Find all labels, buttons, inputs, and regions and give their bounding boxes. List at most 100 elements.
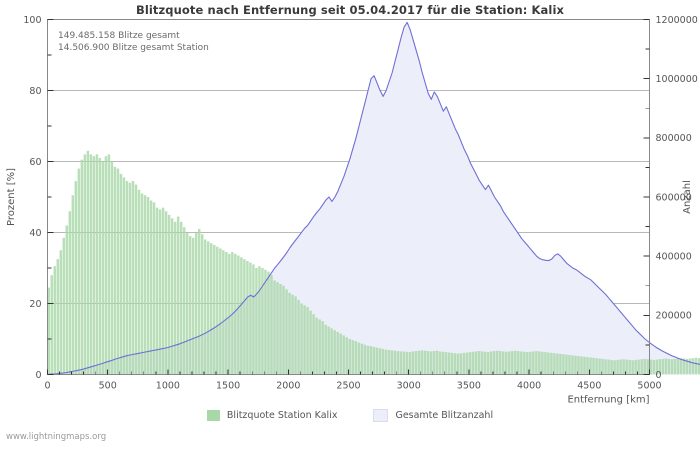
- bar: [336, 331, 339, 375]
- legend-swatch-gesamt: [373, 409, 389, 422]
- bar: [399, 351, 403, 375]
- bar: [291, 294, 294, 375]
- bar: [586, 357, 589, 375]
- bar: [92, 156, 96, 375]
- bar: [520, 351, 523, 375]
- bar: [210, 243, 213, 375]
- bar: [553, 353, 556, 375]
- bar: [405, 351, 409, 375]
- bar: [550, 352, 553, 375]
- bar: [574, 355, 577, 375]
- bar: [113, 166, 117, 375]
- bar: [288, 292, 291, 375]
- bar: [219, 248, 222, 375]
- bar: [634, 359, 637, 375]
- bar: [646, 359, 649, 375]
- bar: [270, 275, 273, 375]
- bar: [228, 253, 231, 375]
- bar: [691, 358, 695, 375]
- x-tick-label: 500: [99, 381, 117, 392]
- bar: [279, 283, 282, 375]
- bar: [661, 358, 664, 375]
- bar: [53, 266, 56, 375]
- bar: [65, 225, 69, 375]
- legend-item-gesamt[interactable]: Gesamte Blitzanzahl: [373, 409, 493, 422]
- bar: [523, 351, 526, 375]
- bar: [95, 154, 99, 375]
- bar: [354, 341, 357, 375]
- bar: [447, 352, 451, 375]
- bar: [134, 184, 138, 375]
- bar: [514, 350, 517, 375]
- x-tick-label: 5000: [637, 381, 661, 392]
- bar: [538, 351, 541, 375]
- bar: [565, 354, 568, 375]
- bar: [532, 351, 535, 375]
- bar: [161, 207, 165, 375]
- bar: [426, 351, 430, 375]
- bar: [237, 255, 240, 375]
- bar: [273, 280, 276, 375]
- bar: [393, 350, 397, 375]
- bar: [243, 259, 246, 375]
- bar: [324, 324, 327, 375]
- bar: [438, 351, 442, 375]
- bar: [303, 305, 306, 375]
- bar: [213, 244, 216, 375]
- bar: [345, 337, 348, 375]
- legend-label-blitzquote: Blitzquote Station Kalix: [226, 410, 338, 421]
- bar: [526, 352, 529, 375]
- bar: [158, 209, 162, 375]
- bar: [441, 351, 445, 375]
- bar: [167, 214, 171, 375]
- bar: [682, 358, 686, 375]
- bar: [164, 211, 168, 375]
- y-tick-label-left: 20: [29, 299, 41, 310]
- bar: [116, 168, 120, 375]
- bar: [408, 352, 412, 375]
- bar: [511, 351, 514, 375]
- bar: [146, 197, 150, 375]
- bar: [571, 355, 574, 375]
- bar: [541, 351, 544, 375]
- bar: [351, 340, 354, 375]
- bar: [246, 260, 249, 375]
- bar: [119, 173, 123, 375]
- bar: [679, 358, 683, 375]
- bar: [505, 351, 508, 375]
- bar: [529, 351, 532, 375]
- bar: [411, 351, 415, 375]
- bar: [309, 310, 312, 375]
- bar: [128, 182, 132, 375]
- bar: [80, 159, 84, 375]
- bar: [252, 264, 255, 375]
- bar: [414, 351, 418, 375]
- bar: [453, 353, 457, 375]
- y-tick-label-left: 40: [29, 228, 41, 239]
- bar: [194, 232, 198, 375]
- x-tick-label: 2000: [276, 381, 300, 392]
- bar: [143, 195, 147, 375]
- bar: [50, 275, 53, 375]
- x-tick-label: 1500: [216, 381, 240, 392]
- bar: [655, 359, 658, 375]
- y-tick-label-right: 400000: [656, 252, 692, 263]
- bar: [188, 236, 192, 375]
- bar: [282, 285, 285, 375]
- bar: [468, 352, 472, 375]
- bar: [198, 228, 201, 375]
- bar: [47, 287, 50, 375]
- bar: [255, 268, 258, 375]
- bar: [390, 350, 394, 375]
- legend-swatch-blitzquote: [206, 410, 220, 421]
- bar: [176, 216, 180, 375]
- bar: [276, 282, 279, 375]
- bar: [204, 239, 207, 375]
- bar: [489, 351, 493, 375]
- bar: [673, 358, 677, 375]
- bar: [122, 177, 126, 375]
- bar: [240, 257, 243, 375]
- legend-item-blitzquote[interactable]: Blitzquote Station Kalix: [206, 410, 338, 421]
- bar: [625, 359, 628, 375]
